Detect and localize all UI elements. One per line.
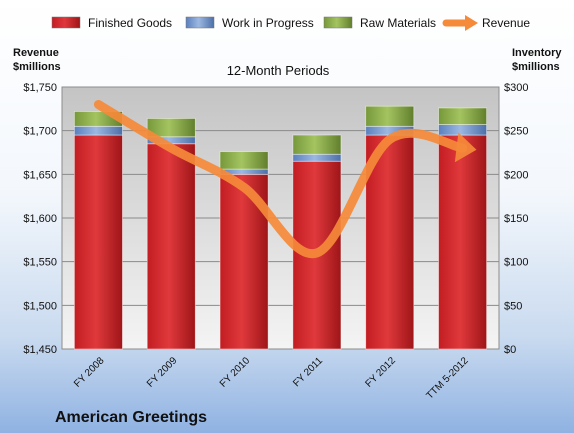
legend-label-raw-materials: Raw Materials — [360, 16, 436, 30]
x-axis-tick-label: FY 2011 — [291, 355, 325, 389]
legend-arrow-icon — [465, 15, 478, 31]
left-axis-tick-label: $1,600 — [23, 213, 57, 225]
left-axis-tick-label: $1,550 — [23, 257, 57, 269]
revenue-line-arrowhead — [454, 132, 477, 163]
right-axis-title-line2: $millions — [512, 61, 560, 73]
bar-finished-goods — [73, 134, 123, 350]
x-axis-tick-label: FY 2008 — [72, 355, 107, 390]
x-axis-tick-label: FY 2009 — [145, 355, 180, 390]
left-axis-tick-label: $1,500 — [23, 300, 57, 312]
bar-raw-materials — [146, 118, 196, 138]
bar-work-in-progress — [438, 124, 488, 136]
bar-raw-materials — [292, 134, 342, 155]
bar-work-in-progress — [292, 153, 342, 162]
company-name: American Greetings — [55, 409, 207, 426]
bar-raw-materials — [219, 151, 269, 170]
right-axis-title-line1: Inventory — [512, 47, 562, 59]
bar-raw-materials — [365, 105, 415, 127]
left-axis-tick-label: $1,700 — [23, 126, 57, 138]
left-axis-title-line1: Revenue — [13, 47, 59, 59]
x-axis-tick-label: FY 2010 — [218, 355, 253, 390]
revenue-line — [93, 99, 468, 259]
x-axis-tick-label: TTM 5-2012 — [424, 355, 471, 402]
legend-swatch-work-in-progress — [185, 16, 215, 29]
left-axis-title-line2: $millions — [13, 61, 61, 73]
legend-label-revenue: Revenue — [482, 16, 530, 30]
bar-finished-goods — [438, 134, 488, 350]
left-axis-tick-label: $1,450 — [23, 344, 57, 356]
bar-raw-materials — [438, 107, 488, 125]
left-axis-tick-label: $1,750 — [23, 82, 57, 94]
legend-swatch-finished-goods — [51, 16, 81, 29]
bar-work-in-progress — [73, 125, 123, 136]
bar-finished-goods — [146, 143, 196, 350]
chart-title: 12-Month Periods — [227, 63, 330, 78]
right-axis-tick-label: $200 — [504, 169, 528, 181]
legend-label-work-in-progress: Work in Progress — [222, 16, 314, 30]
right-axis-tick-label: $300 — [504, 82, 528, 94]
right-axis-tick-label: $100 — [504, 257, 528, 269]
left-axis-tick-label: $1,650 — [23, 169, 57, 181]
bar-finished-goods — [365, 134, 415, 350]
right-axis-tick-label: $0 — [504, 344, 516, 356]
right-axis-tick-label: $150 — [504, 213, 528, 225]
right-axis-tick-label: $50 — [504, 300, 522, 312]
legend-swatch-raw-materials — [323, 16, 353, 29]
x-axis-tick-label: FY 2012 — [363, 355, 398, 390]
right-axis-tick-label: $250 — [504, 126, 528, 138]
legend-label-finished-goods: Finished Goods — [88, 16, 172, 30]
